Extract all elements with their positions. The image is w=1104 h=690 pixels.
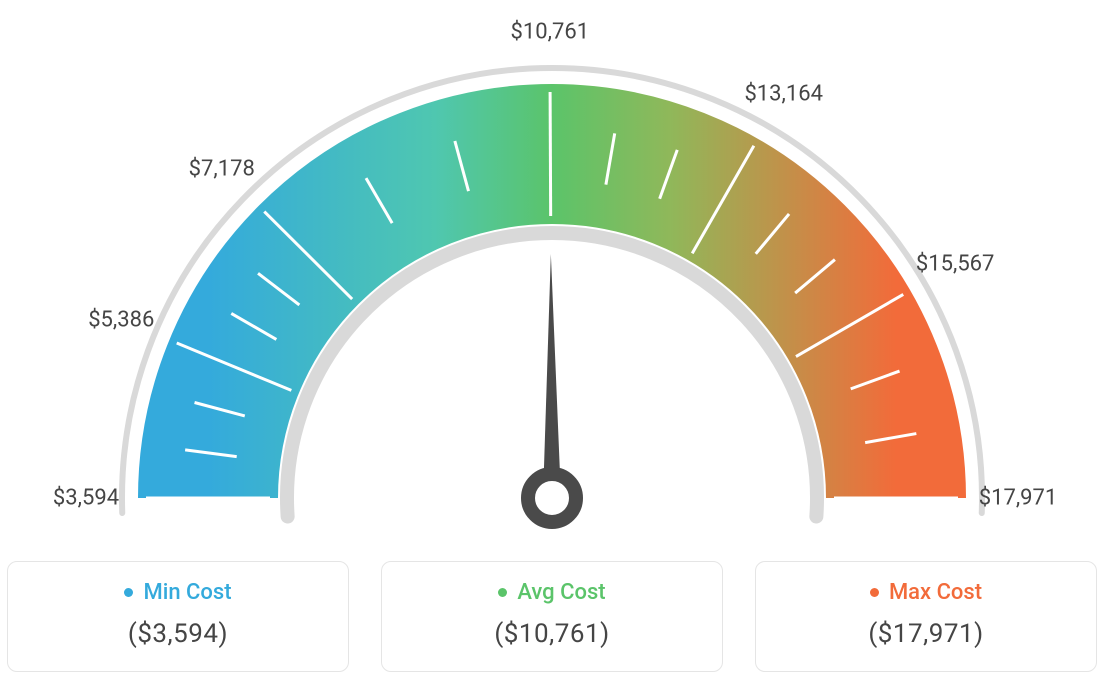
min-cost-card: Min Cost ($3,594) <box>7 561 349 672</box>
min-cost-value: ($3,594) <box>18 619 338 649</box>
max-cost-value: ($17,971) <box>766 619 1086 649</box>
avg-cost-label-row: Avg Cost <box>498 580 605 605</box>
avg-cost-label: Avg Cost <box>517 580 605 605</box>
gauge-major-tick <box>550 92 551 216</box>
max-cost-card: Max Cost ($17,971) <box>755 561 1097 672</box>
avg-cost-value: ($10,761) <box>392 619 712 649</box>
gauge-tick-label: $10,761 <box>511 20 590 45</box>
dot-icon <box>870 588 879 597</box>
dot-icon <box>124 588 133 597</box>
max-cost-label: Max Cost <box>889 580 982 605</box>
dot-icon <box>498 588 507 597</box>
gauge-tick-label: $7,178 <box>189 157 255 182</box>
gauge-svg <box>52 18 1052 538</box>
cost-gauge: $3,594$5,386$7,178$10,761$13,164$15,567$… <box>52 18 1052 538</box>
max-cost-label-row: Max Cost <box>870 580 982 605</box>
gauge-tick-label: $5,386 <box>88 308 154 333</box>
gauge-needle <box>543 254 561 498</box>
gauge-tick-label: $13,164 <box>744 81 823 106</box>
min-cost-label: Min Cost <box>143 580 231 605</box>
gauge-tick-label: $3,594 <box>53 486 119 511</box>
summary-cards: Min Cost ($3,594) Avg Cost ($10,761) Max… <box>0 561 1104 672</box>
min-cost-label-row: Min Cost <box>124 580 231 605</box>
gauge-needle-hub <box>528 474 576 522</box>
avg-cost-card: Avg Cost ($10,761) <box>381 561 723 672</box>
gauge-tick-label: $15,567 <box>916 252 995 277</box>
gauge-tick-label: $17,971 <box>979 486 1058 511</box>
